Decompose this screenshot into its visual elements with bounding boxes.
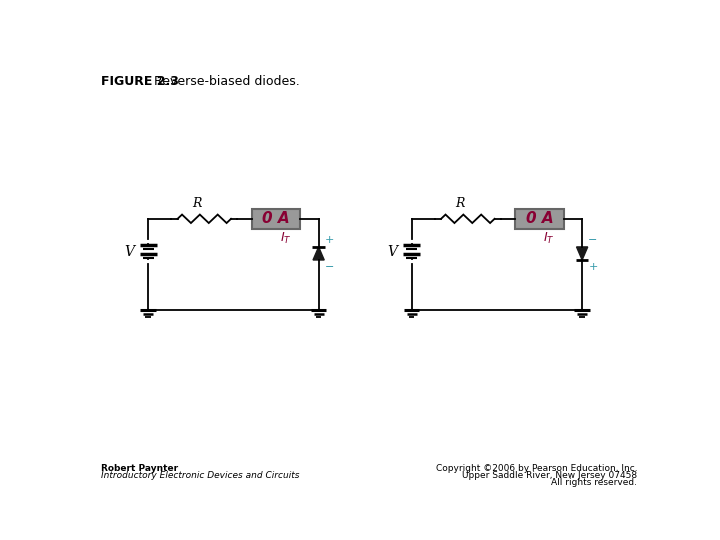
FancyBboxPatch shape <box>252 209 300 229</box>
Text: Robert Paynter: Robert Paynter <box>101 464 178 472</box>
Text: +: + <box>325 235 334 245</box>
Text: $I_T$: $I_T$ <box>544 231 555 246</box>
Text: Reverse-biased diodes.: Reverse-biased diodes. <box>154 75 300 88</box>
Text: V: V <box>124 245 134 259</box>
Text: Copyright ©2006 by Pearson Education, Inc.: Copyright ©2006 by Pearson Education, In… <box>436 464 637 472</box>
Polygon shape <box>313 247 324 260</box>
Text: Introductory Electronic Devices and Circuits: Introductory Electronic Devices and Circ… <box>101 470 300 480</box>
Text: V: V <box>387 245 397 259</box>
Text: 0 A: 0 A <box>262 211 290 226</box>
Text: $I_T$: $I_T$ <box>280 231 292 246</box>
Text: Upper Saddle River, New Jersey 07458: Upper Saddle River, New Jersey 07458 <box>462 470 637 480</box>
Text: −: − <box>325 261 334 272</box>
Text: −: − <box>588 235 598 245</box>
Text: FIGURE 2.3: FIGURE 2.3 <box>101 75 179 88</box>
Text: +: + <box>588 261 598 272</box>
Polygon shape <box>577 247 588 260</box>
Text: All rights reserved.: All rights reserved. <box>551 477 637 487</box>
Text: R: R <box>192 197 202 210</box>
Text: 0 A: 0 A <box>526 211 553 226</box>
FancyBboxPatch shape <box>516 209 564 229</box>
Text: R: R <box>455 197 464 210</box>
